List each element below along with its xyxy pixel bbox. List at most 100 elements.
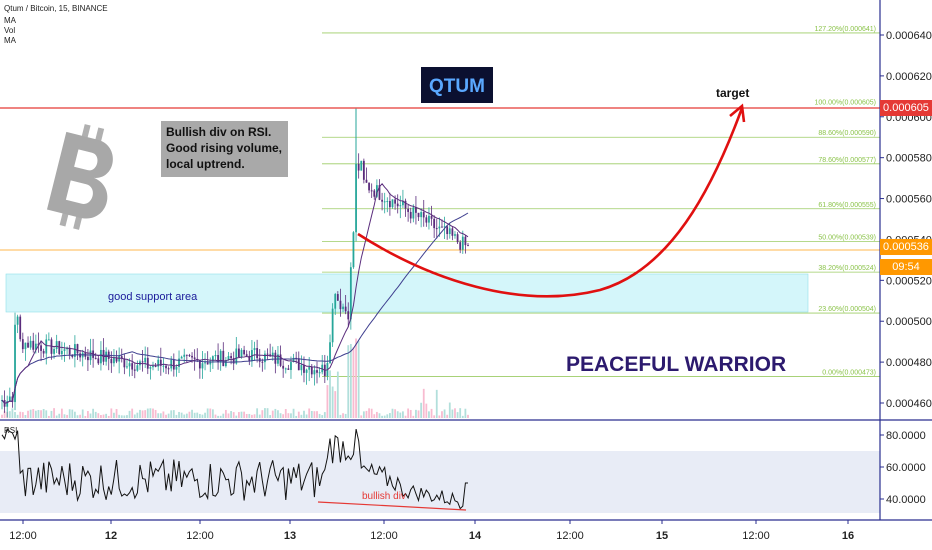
volume-bar xyxy=(100,415,102,418)
candle-body xyxy=(224,360,227,367)
time-tick-label: 12 xyxy=(105,530,117,542)
candle-body xyxy=(373,190,376,197)
candle-body xyxy=(94,357,97,359)
volume-bar xyxy=(1,414,3,418)
volume-bar xyxy=(84,415,87,418)
qtum-title-box xyxy=(421,67,493,103)
candle-body xyxy=(201,363,204,369)
volume-bar xyxy=(170,410,173,418)
candle-body xyxy=(417,212,420,218)
volume-bar xyxy=(368,408,370,418)
candle-body xyxy=(240,349,243,358)
volume-bar xyxy=(113,412,115,418)
volume-bar xyxy=(282,414,285,418)
volume-bar xyxy=(201,414,204,418)
volume-bar xyxy=(274,408,277,418)
volume-bar xyxy=(261,410,264,418)
volume-bar xyxy=(290,413,292,418)
candle-body xyxy=(360,160,363,171)
candle-body xyxy=(162,365,165,367)
candle-body xyxy=(349,267,352,320)
projection-arc xyxy=(357,107,744,298)
volume-bar xyxy=(87,411,89,418)
volume-bar xyxy=(120,415,123,418)
volume-bar xyxy=(388,413,391,418)
volume-bar xyxy=(240,411,243,418)
volume-bar xyxy=(360,415,363,418)
candle-body xyxy=(420,212,423,218)
candle-body xyxy=(144,357,147,363)
candle-body xyxy=(206,362,209,365)
rsi-tick-label: 80.0000 xyxy=(886,430,926,442)
target-price-tag: 0.000605 xyxy=(880,100,932,116)
volume-bar xyxy=(92,408,95,418)
candle-body xyxy=(133,369,136,371)
candle-body xyxy=(347,311,350,320)
volume-bar xyxy=(55,415,58,418)
candle-body xyxy=(269,354,272,356)
indicator-vol[interactable]: Vol xyxy=(4,26,16,35)
volume-bar xyxy=(188,411,191,418)
last-price-tag: 0.000536 xyxy=(880,239,932,255)
time-tick-label: 12:00 xyxy=(186,530,214,542)
volume-bar xyxy=(162,411,165,418)
bitcoin-logo-icon xyxy=(46,124,113,230)
volume-bar xyxy=(152,408,154,418)
candle-body xyxy=(227,356,230,361)
candle-body xyxy=(42,350,45,354)
volume-bar xyxy=(435,389,438,418)
time-tick-label: 16 xyxy=(842,530,854,542)
candle-body xyxy=(355,163,357,233)
indicator-ma-1[interactable]: MA xyxy=(4,16,16,25)
candle-body xyxy=(443,226,446,228)
candle-body xyxy=(282,365,285,369)
volume-bar xyxy=(133,414,136,418)
volume-bar xyxy=(362,411,365,418)
candle-body xyxy=(47,339,50,341)
candle-body xyxy=(243,349,246,355)
volume-bar xyxy=(58,413,61,418)
candle-body xyxy=(253,348,256,351)
candle-body xyxy=(167,368,170,370)
volume-bar xyxy=(79,414,82,418)
volume-bar xyxy=(279,413,282,418)
volume-bar xyxy=(157,413,160,418)
fib-label: 61.80%(0.000555) xyxy=(818,202,876,209)
price-tick-label: 0.000460 xyxy=(886,398,932,410)
volume-bar xyxy=(40,410,42,418)
candle-body xyxy=(422,212,425,218)
volume-bar xyxy=(396,411,399,418)
candle-body xyxy=(352,232,355,268)
volume-bar xyxy=(415,409,417,418)
support-label: good support area xyxy=(108,291,198,303)
rsi-divergence-line xyxy=(317,501,467,511)
volume-bar xyxy=(27,410,29,418)
volume-bar xyxy=(232,412,235,418)
volume-bar xyxy=(256,408,259,418)
note-line-1: Bullish div on RSI. xyxy=(166,125,271,139)
volume-bar xyxy=(180,412,183,418)
candle-body xyxy=(146,357,149,369)
candle-body xyxy=(266,353,269,355)
candle-body xyxy=(362,160,365,180)
candle-body xyxy=(381,199,383,202)
candle-body xyxy=(60,350,63,355)
candle-body xyxy=(53,349,55,354)
candle-body xyxy=(193,357,196,359)
volume-bar xyxy=(214,414,217,418)
candle-body xyxy=(290,362,292,370)
candle-body xyxy=(412,207,415,219)
candle-body xyxy=(292,357,295,363)
volume-bar xyxy=(339,414,342,418)
volume-bar xyxy=(34,410,37,418)
candle-body xyxy=(402,200,404,206)
candle-body xyxy=(180,356,183,359)
candle-body xyxy=(27,342,29,348)
volume-bar xyxy=(11,408,14,418)
indicator-ma-2[interactable]: MA xyxy=(4,36,16,45)
volume-bar xyxy=(42,409,45,418)
volume-bar xyxy=(235,415,238,418)
candle-body xyxy=(120,356,123,359)
candle-body xyxy=(50,339,53,354)
